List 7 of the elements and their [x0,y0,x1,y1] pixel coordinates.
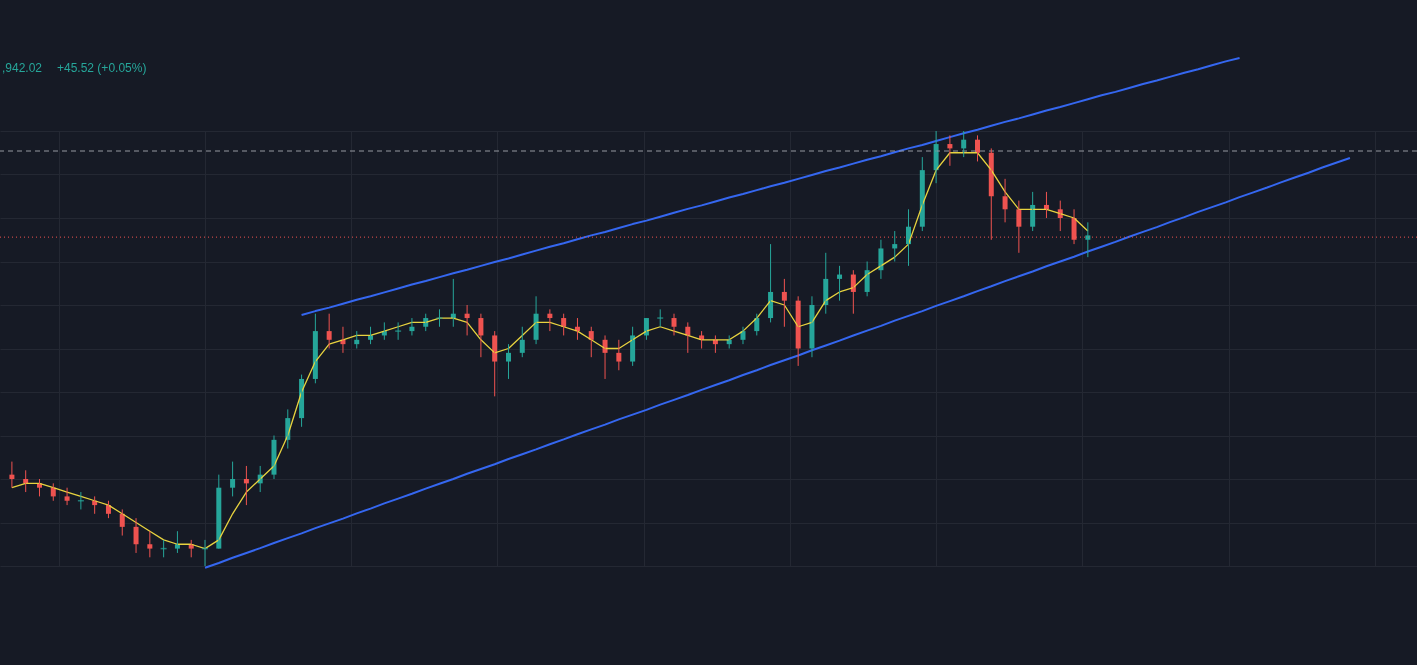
candlestick [77,491,84,510]
candlestick [147,530,153,558]
candlestick [395,321,402,341]
candlestick [436,308,443,328]
text: ,942.02 [2,61,43,75]
candlestick [657,308,664,328]
text: +45.52 (+0.05%) [57,61,147,75]
